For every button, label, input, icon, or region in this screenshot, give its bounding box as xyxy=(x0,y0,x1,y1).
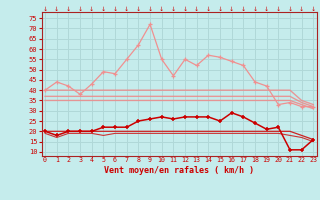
X-axis label: Vent moyen/en rafales ( km/h ): Vent moyen/en rafales ( km/h ) xyxy=(104,166,254,175)
